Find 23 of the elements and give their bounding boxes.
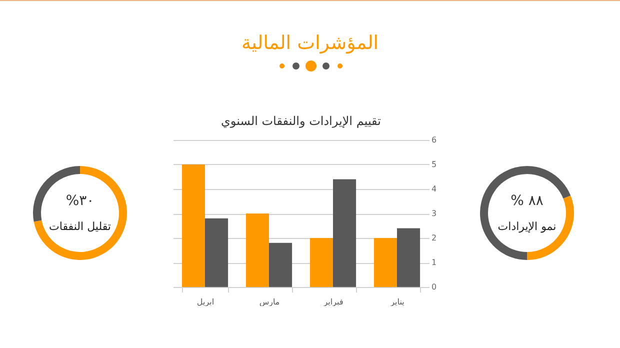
text: %٣٠ [66, 193, 94, 209]
y-tick-label: 6 [432, 136, 437, 144]
bar [397, 228, 420, 287]
y-tick-label: 3 [432, 209, 437, 218]
bar [374, 238, 397, 287]
chart-subtitle: تقييم الإيرادات والنفقات السنوي [221, 114, 381, 128]
bar [269, 242, 292, 287]
bar [246, 214, 269, 287]
text: نمو الإيرادات [498, 220, 556, 233]
bar [333, 179, 356, 287]
y-tick-label: 1 [432, 258, 437, 267]
y-tick-label: 2 [432, 234, 437, 242]
donut-slice [34, 166, 127, 260]
bar [205, 218, 228, 287]
donut-slice [480, 166, 571, 260]
text: تقليل النفقات [49, 220, 111, 233]
text: % ٨٨ [510, 193, 544, 209]
chart-title: المؤشرات المالية [240, 32, 380, 54]
y-tick-label: 0 [432, 282, 437, 292]
bar [182, 164, 205, 287]
y-tick-label: 4 [432, 184, 437, 194]
bar [310, 238, 333, 287]
y-tick-label: 5 [432, 160, 437, 169]
